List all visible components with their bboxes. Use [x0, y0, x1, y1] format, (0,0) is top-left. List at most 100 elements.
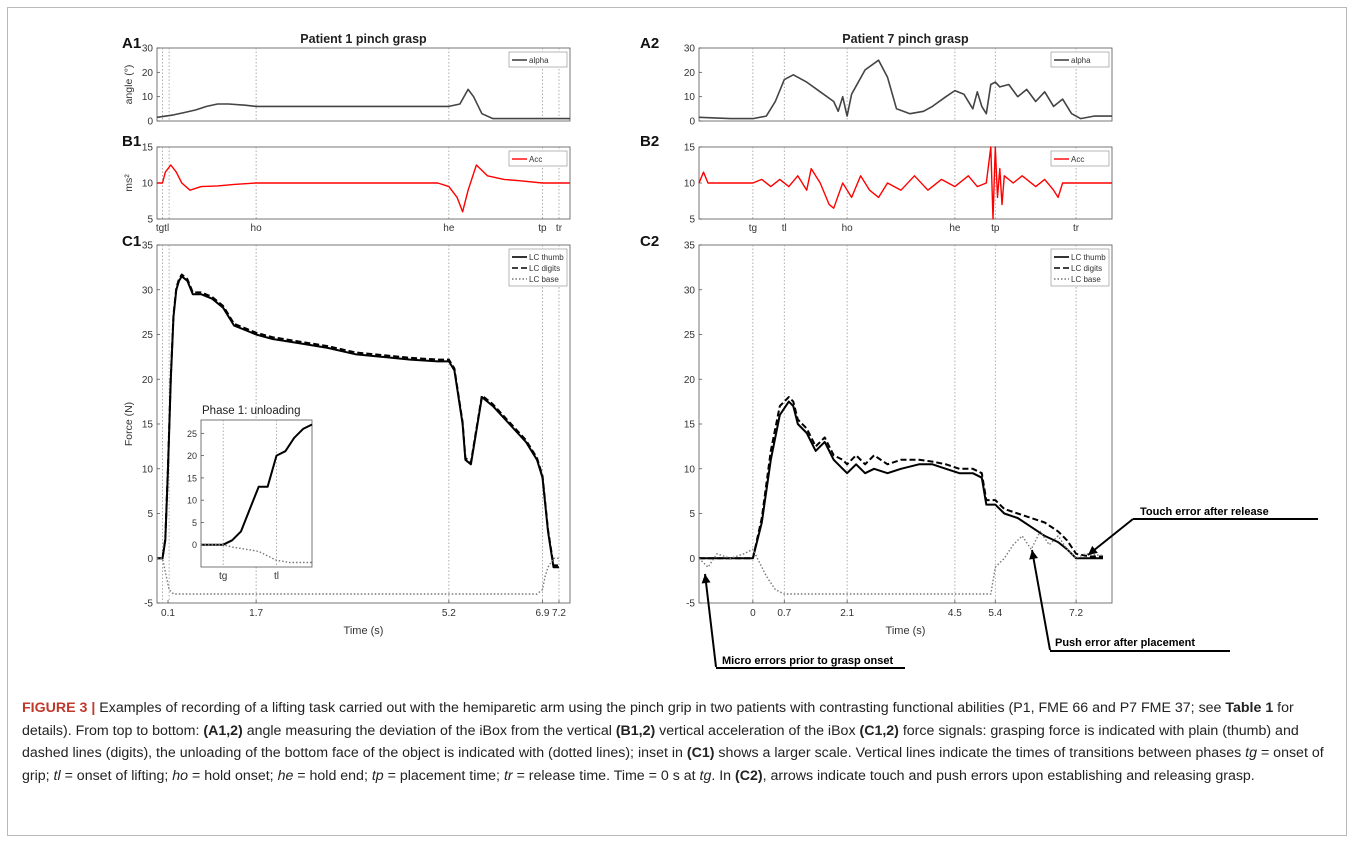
legend-label: Acc [529, 155, 542, 164]
event-label: tr [556, 223, 563, 234]
annotation-touch-error: Touch error after release [1140, 506, 1269, 518]
event-label: ho [251, 223, 263, 234]
x-tick-label: 7.2 [1069, 608, 1083, 619]
panel-a2: 0 10 20 30 Patient 7 pinch grasp alpha [684, 32, 1113, 128]
legend-label: LC digits [529, 264, 560, 273]
legend: Acc [1050, 150, 1110, 167]
x-tick-label: 7.2 [552, 608, 566, 619]
legend-label: alpha [1071, 56, 1091, 65]
arrow-touch-error [1087, 518, 1134, 556]
arrow-head [1029, 550, 1039, 560]
series-lc-digits [699, 396, 1103, 560]
y-tick-label: 5 [689, 509, 695, 520]
y-axis-label: ms² [123, 174, 135, 192]
y-tick-label: 10 [187, 496, 197, 506]
panel-c1-inset: 0 5 10 15 20 25 tg tl Phase 1: unloading [187, 405, 313, 582]
x-tick-label: 5.2 [442, 608, 456, 619]
x-tick-label: 2.1 [840, 608, 854, 619]
y-tick-label: 30 [142, 285, 154, 296]
panel-title: Patient 7 pinch grasp [842, 32, 969, 46]
arrow-push-error [1029, 549, 1051, 651]
legend-label: Acc [1071, 155, 1084, 164]
y-tick-label: 10 [684, 92, 696, 103]
panel-a1: 0 10 20 30 Patient 1 pinch grasp angle (°) alp… [123, 32, 571, 128]
y-tick-label: 15 [187, 473, 197, 483]
event-label: tl [274, 571, 279, 582]
arrow-head [701, 574, 711, 584]
x-tick-label: 0.1 [161, 608, 175, 619]
legend-label: LC thumb [1071, 253, 1106, 262]
legend-label: LC base [1071, 275, 1101, 284]
panel-label-b1: B1 [122, 133, 141, 150]
legend-label: LC thumb [529, 253, 564, 262]
panel-b2: 5 10 15 tg tl ho he tp tr Acc [684, 143, 1113, 234]
legend: LC thumb LC digits LC base [508, 248, 568, 287]
event-label: tp [538, 223, 547, 234]
plot-area [698, 146, 1113, 220]
panel-title: Patient 1 pinch grasp [300, 32, 427, 46]
y-tick-label: 5 [147, 509, 153, 520]
y-tick-label: 10 [142, 464, 154, 475]
panel-label-c2: C2 [640, 233, 659, 250]
y-tick-label: 15 [684, 420, 696, 431]
y-tick-label: 20 [142, 375, 154, 386]
annotation-push-error: Push error after placement [1055, 637, 1195, 649]
y-tick-label: 30 [684, 44, 696, 55]
y-tick-label: 0 [192, 540, 197, 550]
legend: alpha [1050, 51, 1110, 68]
y-tick-label: 0 [147, 117, 153, 128]
event-label: he [949, 223, 961, 234]
arrow-micro-errors [701, 573, 717, 668]
y-axis-label: Force (N) [123, 402, 135, 446]
event-label: tgtl [156, 223, 169, 234]
y-tick-label: 5 [192, 518, 197, 528]
panel-b1: 5 10 15 tgtl ho he tp tr ms² Acc [123, 143, 571, 234]
x-tick-label: 1.7 [249, 608, 263, 619]
series-lc-base [157, 557, 559, 595]
x-axis-label: Time (s) [886, 625, 926, 637]
y-tick-label: -5 [144, 599, 153, 610]
y-tick-label: 25 [142, 330, 154, 341]
y-tick-label: 20 [187, 451, 197, 461]
y-tick-label: 20 [684, 68, 696, 79]
y-tick-label: 35 [142, 241, 154, 252]
event-label: tr [1073, 223, 1080, 234]
y-tick-label: 20 [142, 68, 154, 79]
y-tick-label: 5 [689, 215, 695, 226]
arrow-shaft [1031, 549, 1051, 651]
panel-label-c1: C1 [122, 233, 141, 250]
series-lc-base [201, 544, 312, 564]
panel-label-b2: B2 [640, 133, 659, 150]
legend-label: LC digits [1071, 264, 1102, 273]
panel-title: Phase 1: unloading [202, 405, 300, 417]
y-tick-label: 15 [142, 420, 154, 431]
legend-label: LC base [529, 275, 559, 284]
series-acc [698, 146, 1112, 220]
legend-label: alpha [529, 56, 549, 65]
plot-area [698, 244, 1113, 604]
y-tick-label: 0 [147, 554, 153, 565]
y-tick-label: 10 [142, 92, 154, 103]
y-tick-label: -5 [686, 599, 695, 610]
table-reference: Table 1 [1225, 700, 1274, 716]
plot-area [698, 47, 1113, 122]
event-label: tg [749, 223, 757, 234]
series-lc-thumb [157, 275, 559, 569]
panel-label-a1: A1 [122, 35, 141, 52]
arrow-head [1088, 545, 1098, 555]
event-label: ho [842, 223, 854, 234]
event-label: he [443, 223, 455, 234]
y-tick-label: 15 [142, 143, 154, 154]
event-label: tp [991, 223, 1000, 234]
figure-plots: 0 10 20 30 Patient 1 pinch grasp angle (°) alp… [122, 32, 1318, 669]
x-tick-label: 0.7 [777, 608, 791, 619]
y-tick-label: 10 [684, 464, 696, 475]
event-label: tg [219, 571, 227, 582]
x-tick-label: 0 [750, 608, 756, 619]
y-tick-label: 15 [684, 143, 696, 154]
arrow-shaft [1087, 518, 1134, 556]
panel-c2: -5 0 5 10 15 20 25 30 35 0 0.7 2.1 4.5 5.4 7.2 Time (s)… [684, 241, 1113, 637]
y-tick-label: 0 [689, 117, 695, 128]
y-axis-label: angle (°) [123, 65, 135, 105]
arrow-shaft [704, 573, 717, 668]
